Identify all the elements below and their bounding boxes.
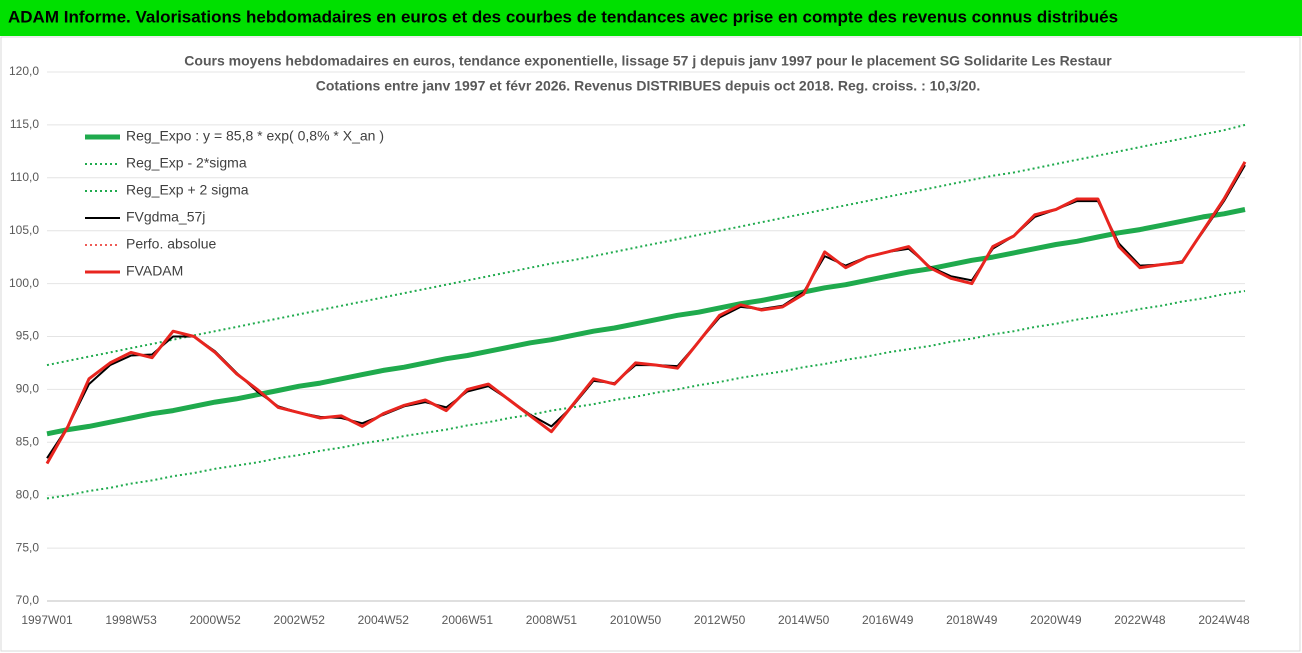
series-line	[46, 123, 1246, 367]
chart-border	[0, 36, 1301, 652]
header-bar	[0, 0, 1302, 36]
y-tick-label: 70,0	[16, 593, 40, 607]
chart-title: Cours moyens hebdomadaires en euros, ten…	[184, 53, 1112, 69]
x-tick-label: 2010W50	[610, 613, 662, 627]
legend-label: Reg_Exp - 2*sigma	[126, 155, 247, 171]
series-line	[46, 207, 1246, 437]
header-title: ADAM Informe. Valorisations hebdomadaire…	[8, 7, 1118, 26]
x-tick-label: 2018W49	[946, 613, 998, 627]
x-tick-label: 2014W50	[778, 613, 830, 627]
legend-label: Reg_Exp + 2 sigma	[126, 182, 249, 198]
x-tick-label: 2024W48	[1198, 613, 1250, 627]
x-tick-label: 2020W49	[1030, 613, 1082, 627]
x-tick-label: 2022W48	[1114, 613, 1166, 627]
x-tick-label: 2000W52	[189, 613, 241, 627]
legend-label: FVgdma_57j	[126, 209, 205, 225]
y-tick-label: 80,0	[16, 487, 40, 501]
y-tick-label: 105,0	[9, 223, 39, 237]
x-tick-label: 2008W51	[526, 613, 578, 627]
x-tick-label: 1998W53	[105, 613, 157, 627]
x-tick-label: 2002W52	[274, 613, 326, 627]
y-tick-label: 120,0	[9, 64, 39, 78]
series-line	[45, 161, 1247, 465]
y-tick-label: 90,0	[16, 382, 40, 396]
y-tick-label: 95,0	[16, 329, 40, 343]
y-tick-label: 75,0	[16, 540, 40, 554]
x-tick-label: 1997W01	[21, 613, 73, 627]
y-tick-label: 85,0	[16, 434, 40, 448]
legend-label: Perfo. absolue	[126, 236, 216, 252]
y-tick-label: 110,0	[10, 170, 39, 184]
series-line	[46, 161, 1246, 464]
y-tick-label: 115,0	[10, 117, 39, 131]
legend-label: FVADAM	[126, 263, 183, 279]
chart-subtitle: Cotations entre janv 1997 et févr 2026. …	[316, 78, 981, 94]
x-tick-label: 2016W49	[862, 613, 914, 627]
series-line	[46, 164, 1246, 459]
x-tick-label: 2004W52	[358, 613, 410, 627]
x-tick-label: 2006W51	[442, 613, 494, 627]
x-tick-label: 2012W50	[694, 613, 746, 627]
legend-label: Reg_Expo : y = 85,8 * exp( 0,8% * X_an )	[126, 128, 384, 144]
y-tick-label: 100,0	[9, 276, 39, 290]
